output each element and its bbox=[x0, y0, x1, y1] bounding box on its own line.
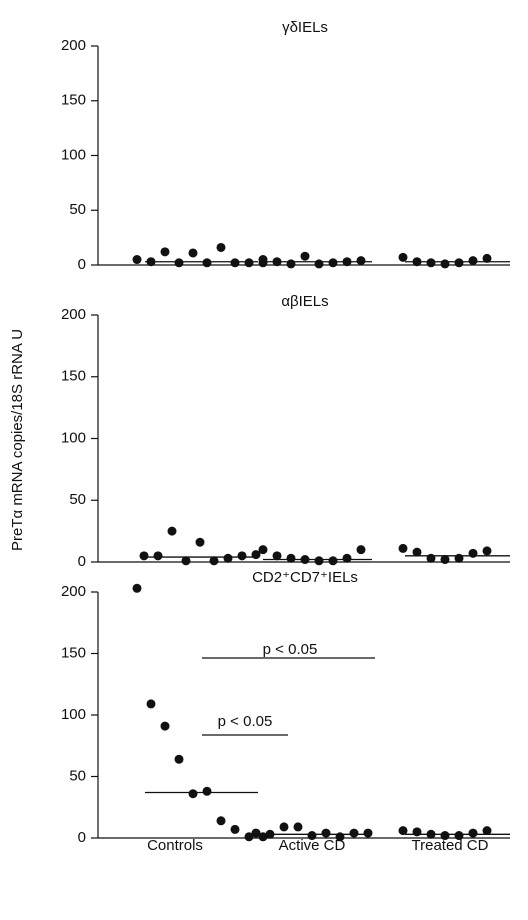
annotation: p < 0.05 bbox=[263, 641, 318, 658]
x-tick-label: Active CD bbox=[279, 837, 346, 854]
y-tick-label: 100 bbox=[61, 429, 86, 446]
data-point bbox=[167, 526, 177, 536]
data-point bbox=[468, 828, 478, 838]
data-point bbox=[300, 251, 310, 261]
data-point bbox=[195, 537, 205, 547]
data-point bbox=[307, 831, 317, 841]
data-point bbox=[482, 253, 492, 263]
y-tick-label: 50 bbox=[69, 201, 86, 218]
y-tick-label: 200 bbox=[61, 37, 86, 54]
data-point bbox=[202, 258, 212, 268]
x-tick-label: Treated CD bbox=[412, 837, 489, 854]
y-tick-label: 100 bbox=[61, 146, 86, 163]
data-point bbox=[230, 824, 240, 834]
data-point bbox=[398, 826, 408, 836]
data-point bbox=[314, 556, 324, 566]
data-point bbox=[356, 545, 366, 555]
data-point bbox=[398, 252, 408, 262]
data-point bbox=[216, 242, 226, 252]
data-point bbox=[412, 827, 422, 837]
data-point bbox=[251, 828, 261, 838]
data-point bbox=[293, 822, 303, 832]
data-point bbox=[139, 551, 149, 561]
y-tick-label: 0 bbox=[78, 829, 86, 846]
data-point bbox=[328, 556, 338, 566]
data-point bbox=[454, 258, 464, 268]
data-point bbox=[426, 258, 436, 268]
data-point bbox=[454, 553, 464, 563]
data-point bbox=[468, 256, 478, 266]
data-point bbox=[160, 247, 170, 257]
data-point bbox=[286, 553, 296, 563]
data-point bbox=[174, 258, 184, 268]
y-axis-label: PreTα mRNA copies/18S rRNA U bbox=[9, 329, 26, 551]
data-point bbox=[216, 816, 226, 826]
data-point bbox=[174, 754, 184, 764]
y-tick-label: 150 bbox=[61, 368, 86, 385]
data-point bbox=[440, 259, 450, 269]
data-point bbox=[468, 548, 478, 558]
data-point bbox=[160, 721, 170, 731]
data-point bbox=[440, 831, 450, 841]
panel-title: γδIELs bbox=[282, 19, 328, 36]
data-point bbox=[132, 583, 142, 593]
data-point bbox=[181, 556, 191, 566]
panel-title: αβIELs bbox=[281, 293, 328, 310]
data-point bbox=[482, 546, 492, 556]
y-tick-label: 50 bbox=[69, 491, 86, 508]
data-point bbox=[237, 551, 247, 561]
panel-title: CD2⁺CD7⁺IELs bbox=[252, 569, 358, 586]
data-point bbox=[342, 553, 352, 563]
data-point bbox=[188, 248, 198, 258]
data-point bbox=[244, 832, 254, 842]
annotation: p < 0.05 bbox=[218, 713, 273, 730]
data-point bbox=[349, 828, 359, 838]
data-point bbox=[363, 828, 373, 838]
data-point bbox=[153, 551, 163, 561]
y-tick-label: 200 bbox=[61, 583, 86, 600]
data-point bbox=[146, 699, 156, 709]
y-tick-label: 100 bbox=[61, 706, 86, 723]
data-point bbox=[356, 256, 366, 266]
data-point bbox=[279, 822, 289, 832]
y-tick-label: 150 bbox=[61, 644, 86, 661]
data-point bbox=[258, 545, 268, 555]
data-point bbox=[440, 555, 450, 565]
x-tick-label: Controls bbox=[147, 837, 203, 854]
data-point bbox=[209, 556, 219, 566]
data-point bbox=[321, 828, 331, 838]
y-tick-label: 0 bbox=[78, 553, 86, 570]
y-tick-label: 150 bbox=[61, 92, 86, 109]
data-point bbox=[482, 826, 492, 836]
data-point bbox=[314, 259, 324, 269]
data-point bbox=[244, 258, 254, 268]
data-point bbox=[398, 543, 408, 553]
data-point bbox=[328, 258, 338, 268]
data-point bbox=[188, 789, 198, 799]
data-point bbox=[286, 259, 296, 269]
data-point bbox=[272, 551, 282, 561]
data-point bbox=[258, 255, 268, 265]
data-point bbox=[132, 255, 142, 265]
data-point bbox=[426, 553, 436, 563]
data-point bbox=[412, 547, 422, 557]
y-tick-label: 0 bbox=[78, 256, 86, 273]
y-tick-label: 200 bbox=[61, 306, 86, 323]
data-point bbox=[202, 786, 212, 796]
y-tick-label: 50 bbox=[69, 767, 86, 784]
data-point bbox=[454, 831, 464, 841]
data-point bbox=[223, 553, 233, 563]
data-point bbox=[230, 258, 240, 268]
